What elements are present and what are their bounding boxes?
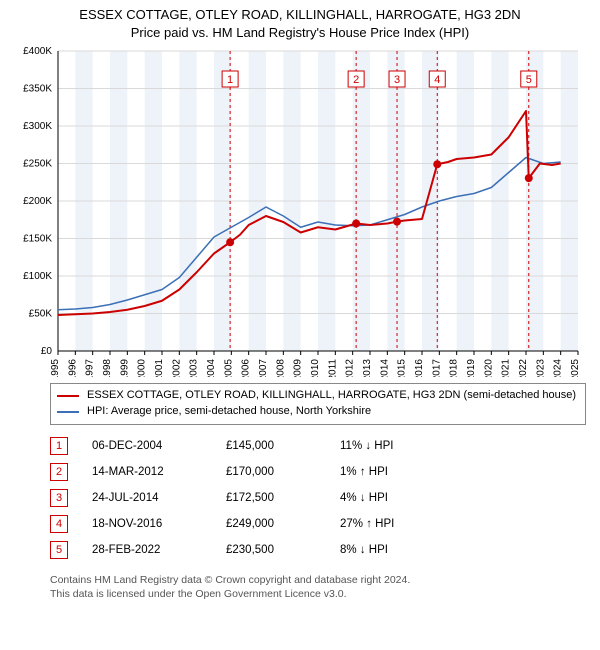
svg-text:2019: 2019 (466, 359, 477, 377)
svg-text:1996: 1996 (67, 359, 78, 377)
svg-text:2014: 2014 (379, 359, 390, 377)
svg-text:£0: £0 (41, 346, 53, 357)
sale-diff: 11% ↓ HPI (340, 440, 450, 452)
svg-text:£400K: £400K (23, 47, 52, 57)
legend: ESSEX COTTAGE, OTLEY ROAD, KILLINGHALL, … (50, 383, 586, 425)
svg-text:2007: 2007 (258, 359, 269, 377)
svg-text:2008: 2008 (275, 359, 286, 377)
footer-line2: This data is licensed under the Open Gov… (50, 587, 586, 601)
svg-text:2011: 2011 (327, 359, 338, 377)
svg-text:£300K: £300K (23, 121, 52, 132)
svg-text:2016: 2016 (414, 359, 425, 377)
svg-text:£350K: £350K (23, 84, 52, 95)
sales-row: 5 28-FEB-2022 £230,500 8% ↓ HPI (50, 537, 586, 563)
legend-label-hpi: HPI: Average price, semi-detached house,… (87, 404, 371, 420)
svg-text:5: 5 (526, 74, 532, 86)
sale-date: 28-FEB-2022 (92, 544, 202, 556)
svg-text:4: 4 (434, 74, 440, 86)
svg-text:1997: 1997 (85, 359, 96, 377)
svg-text:2025: 2025 (570, 359, 581, 377)
svg-text:2: 2 (353, 74, 359, 86)
sale-price: £170,000 (226, 466, 316, 478)
legend-item-property: ESSEX COTTAGE, OTLEY ROAD, KILLINGHALL, … (57, 388, 579, 404)
svg-text:2013: 2013 (362, 359, 373, 377)
svg-text:2023: 2023 (535, 359, 546, 377)
sales-row: 4 18-NOV-2016 £249,000 27% ↑ HPI (50, 511, 586, 537)
svg-text:2004: 2004 (206, 359, 217, 377)
svg-text:£150K: £150K (23, 234, 52, 245)
sale-date: 06-DEC-2004 (92, 440, 202, 452)
svg-text:1: 1 (227, 74, 233, 86)
sales-row: 3 24-JUL-2014 £172,500 4% ↓ HPI (50, 485, 586, 511)
svg-text:1999: 1999 (119, 359, 130, 377)
svg-text:2009: 2009 (293, 359, 304, 377)
svg-text:2024: 2024 (553, 359, 564, 377)
svg-text:2003: 2003 (189, 359, 200, 377)
footer-line1: Contains HM Land Registry data © Crown c… (50, 573, 586, 587)
legend-label-property: ESSEX COTTAGE, OTLEY ROAD, KILLINGHALL, … (87, 388, 576, 404)
footer: Contains HM Land Registry data © Crown c… (50, 573, 586, 601)
svg-text:2010: 2010 (310, 359, 321, 377)
svg-text:2002: 2002 (171, 359, 182, 377)
sale-number-box: 3 (50, 489, 68, 507)
svg-text:2020: 2020 (483, 359, 494, 377)
svg-text:2006: 2006 (241, 359, 252, 377)
sale-price: £249,000 (226, 518, 316, 530)
sales-row: 2 14-MAR-2012 £170,000 1% ↑ HPI (50, 459, 586, 485)
sale-price: £145,000 (226, 440, 316, 452)
svg-text:2001: 2001 (154, 359, 165, 377)
sales-row: 1 06-DEC-2004 £145,000 11% ↓ HPI (50, 433, 586, 459)
sale-diff: 27% ↑ HPI (340, 518, 450, 530)
sale-date: 24-JUL-2014 (92, 492, 202, 504)
sale-number-box: 5 (50, 541, 68, 559)
svg-text:£50K: £50K (29, 309, 53, 320)
title-line2: Price paid vs. HM Land Registry's House … (0, 24, 600, 42)
svg-text:£100K: £100K (23, 271, 52, 282)
sale-number-box: 4 (50, 515, 68, 533)
svg-text:1998: 1998 (102, 359, 113, 377)
sale-diff: 4% ↓ HPI (340, 492, 450, 504)
sale-price: £172,500 (226, 492, 316, 504)
svg-text:1995: 1995 (50, 359, 61, 377)
sale-date: 18-NOV-2016 (92, 518, 202, 530)
svg-text:2015: 2015 (397, 359, 408, 377)
sale-date: 14-MAR-2012 (92, 466, 202, 478)
legend-swatch-property (57, 395, 79, 397)
chart-title: ESSEX COTTAGE, OTLEY ROAD, KILLINGHALL, … (0, 0, 600, 41)
legend-item-hpi: HPI: Average price, semi-detached house,… (57, 404, 579, 420)
chart-svg: £0 £50K £100K £150K £200K £250K £300K £350K £400… (14, 47, 586, 377)
sale-diff: 8% ↓ HPI (340, 544, 450, 556)
sales-table: 1 06-DEC-2004 £145,000 11% ↓ HPI 2 14-MAR-201… (50, 433, 586, 563)
svg-text:2017: 2017 (431, 359, 442, 377)
svg-text:2005: 2005 (223, 359, 234, 377)
svg-text:2022: 2022 (518, 359, 529, 377)
svg-text:2021: 2021 (501, 359, 512, 377)
svg-text:2018: 2018 (449, 359, 460, 377)
sale-diff: 1% ↑ HPI (340, 466, 450, 478)
price-chart: £0 £50K £100K £150K £200K £250K £300K £350K £400… (14, 47, 586, 377)
legend-swatch-hpi (57, 411, 79, 413)
svg-text:2012: 2012 (345, 359, 356, 377)
svg-text:3: 3 (394, 74, 400, 86)
sale-number-box: 1 (50, 437, 68, 455)
title-line1: ESSEX COTTAGE, OTLEY ROAD, KILLINGHALL, … (0, 6, 600, 24)
svg-text:£250K: £250K (23, 159, 52, 170)
sale-number-box: 2 (50, 463, 68, 481)
svg-text:2000: 2000 (137, 359, 148, 377)
sale-price: £230,500 (226, 544, 316, 556)
svg-text:£200K: £200K (23, 196, 52, 207)
